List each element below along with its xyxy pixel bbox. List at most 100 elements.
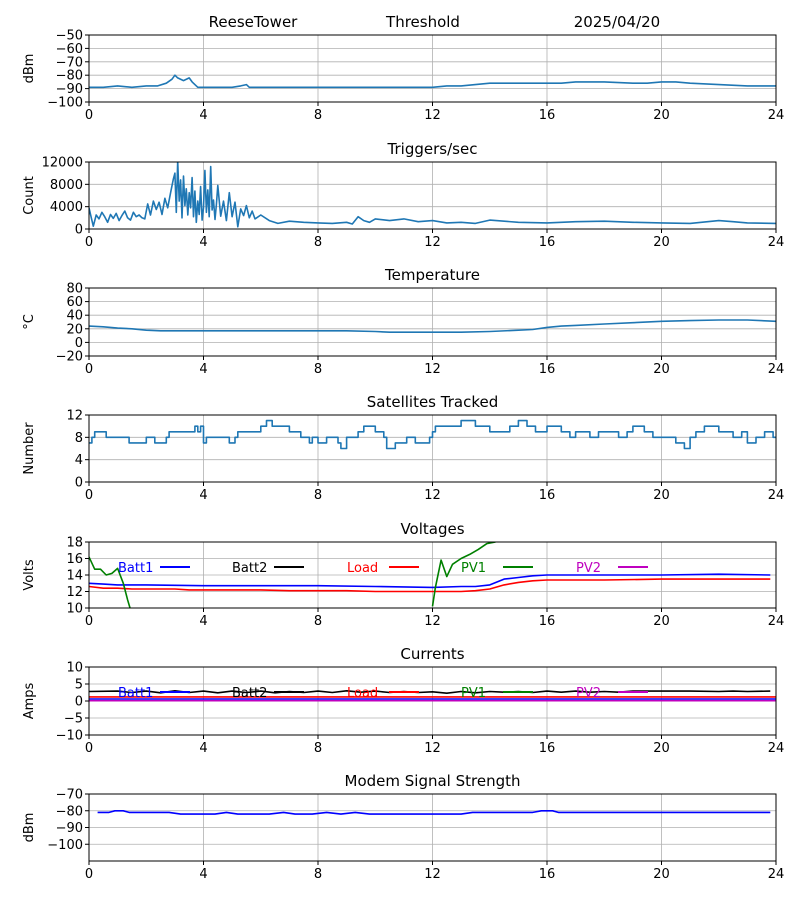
- y-tick-label: 0: [75, 476, 83, 491]
- y-tick-label: −60: [56, 42, 83, 57]
- x-tick-label: 4: [199, 235, 207, 250]
- x-tick-label: 24: [768, 108, 785, 123]
- legend-label-batt2: Batt2: [232, 561, 267, 576]
- legend-label-batt2: Batt2: [232, 686, 267, 701]
- series-line-pv1: [431, 542, 496, 607]
- x-tick-label: 4: [199, 867, 207, 882]
- x-tick-label: 20: [653, 108, 670, 123]
- x-tick-label: 24: [768, 867, 785, 882]
- series-line-load: [89, 578, 771, 593]
- y-tick-label: 10: [66, 602, 83, 617]
- x-tick-label: 12: [424, 235, 441, 250]
- x-tick-label: 8: [314, 867, 322, 882]
- y-axis-label: Volts: [22, 559, 37, 591]
- x-tick-label: 20: [653, 362, 670, 377]
- y-axis-label: dBm: [22, 813, 37, 843]
- subplot-title: Currents: [400, 645, 464, 663]
- x-tick-label: 20: [653, 614, 670, 629]
- x-tick-label: 8: [314, 108, 322, 123]
- date-label: 2025/04/20: [574, 13, 660, 31]
- legend-label-batt1: Batt1: [118, 561, 153, 576]
- subplot-rssi: 0 4 8 12 16 20 24 −100−90−80−70−60−50 dBm: [22, 29, 784, 124]
- series-line: [89, 419, 776, 450]
- y-tick-label: −5: [64, 712, 83, 727]
- y-tick-label: −20: [56, 350, 83, 365]
- legend-label-load: Load: [347, 686, 378, 701]
- x-tick-label: 12: [424, 614, 441, 629]
- x-tick-label: 4: [199, 741, 207, 756]
- y-tick-label: −50: [56, 29, 83, 44]
- x-tick-label: 0: [85, 741, 93, 756]
- x-tick-label: 16: [539, 362, 556, 377]
- x-tick-label: 24: [768, 235, 785, 250]
- series-line: [89, 319, 776, 333]
- legend-label-pv2: PV2: [576, 686, 601, 701]
- x-tick-label: 8: [314, 235, 322, 250]
- series-line-pv1: [89, 556, 131, 608]
- x-tick-label: 12: [424, 741, 441, 756]
- x-tick-label: 16: [539, 614, 556, 629]
- subplot-title: Temperature: [384, 266, 480, 284]
- y-tick-label: 60: [66, 295, 83, 310]
- x-tick-label: 8: [314, 488, 322, 503]
- y-tick-label: 4000: [50, 200, 83, 215]
- y-tick-label: 0: [75, 695, 83, 710]
- y-axis-label: °C: [22, 314, 37, 330]
- x-tick-label: 24: [768, 741, 785, 756]
- y-tick-label: 12000: [42, 156, 83, 171]
- y-tick-label: 8: [75, 431, 83, 446]
- x-tick-label: 0: [85, 488, 93, 503]
- series-line-batt1: [89, 573, 771, 589]
- x-tick-label: 0: [85, 108, 93, 123]
- series-line: [97, 810, 771, 815]
- subplot-title: Modem Signal Strength: [345, 772, 521, 790]
- x-tick-label: 8: [314, 614, 322, 629]
- y-tick-label: 5: [75, 678, 83, 693]
- x-tick-label: 16: [539, 108, 556, 123]
- x-tick-label: 4: [199, 108, 207, 123]
- legend-label-batt1: Batt1: [118, 686, 153, 701]
- x-tick-label: 0: [85, 235, 93, 250]
- y-tick-label: −70: [56, 788, 83, 803]
- series-line: [89, 162, 776, 228]
- y-tick-label: −90: [56, 82, 83, 97]
- x-tick-label: 8: [314, 741, 322, 756]
- y-axis-label: Count: [22, 176, 37, 215]
- x-tick-label: 4: [199, 362, 207, 377]
- y-tick-label: 0: [75, 223, 83, 238]
- station-name: ReeseTower: [209, 13, 299, 31]
- legend-label-pv2: PV2: [576, 561, 601, 576]
- y-tick-label: 80: [66, 282, 83, 297]
- subplot-title: Voltages: [400, 520, 464, 538]
- x-tick-label: 20: [653, 741, 670, 756]
- y-tick-label: 10: [66, 661, 83, 676]
- y-tick-label: −90: [56, 821, 83, 836]
- y-axis-label: Amps: [22, 682, 37, 719]
- y-tick-label: −100: [47, 96, 83, 111]
- y-tick-label: −80: [56, 69, 83, 84]
- x-tick-label: 12: [424, 867, 441, 882]
- x-tick-label: 0: [85, 362, 93, 377]
- x-tick-label: 4: [199, 488, 207, 503]
- y-axis-label: dBm: [22, 54, 37, 84]
- subplot-triggers: 0 4 8 12 16 20 24 0 4000 8000 12000 Triggers/sec Cou…: [22, 140, 784, 250]
- y-tick-label: −80: [56, 804, 83, 819]
- y-tick-label: −70: [56, 55, 83, 70]
- y-tick-label: 12: [66, 585, 83, 600]
- x-tick-label: 16: [539, 741, 556, 756]
- x-tick-label: 24: [768, 614, 785, 629]
- y-tick-label: 0: [75, 336, 83, 351]
- y-tick-label: 8000: [50, 178, 83, 193]
- x-tick-label: 12: [424, 362, 441, 377]
- x-tick-label: 20: [653, 867, 670, 882]
- y-tick-label: −100: [47, 838, 83, 853]
- x-tick-label: 12: [424, 488, 441, 503]
- y-tick-label: 12: [66, 409, 83, 424]
- y-tick-label: 20: [66, 322, 83, 337]
- x-tick-label: 16: [539, 867, 556, 882]
